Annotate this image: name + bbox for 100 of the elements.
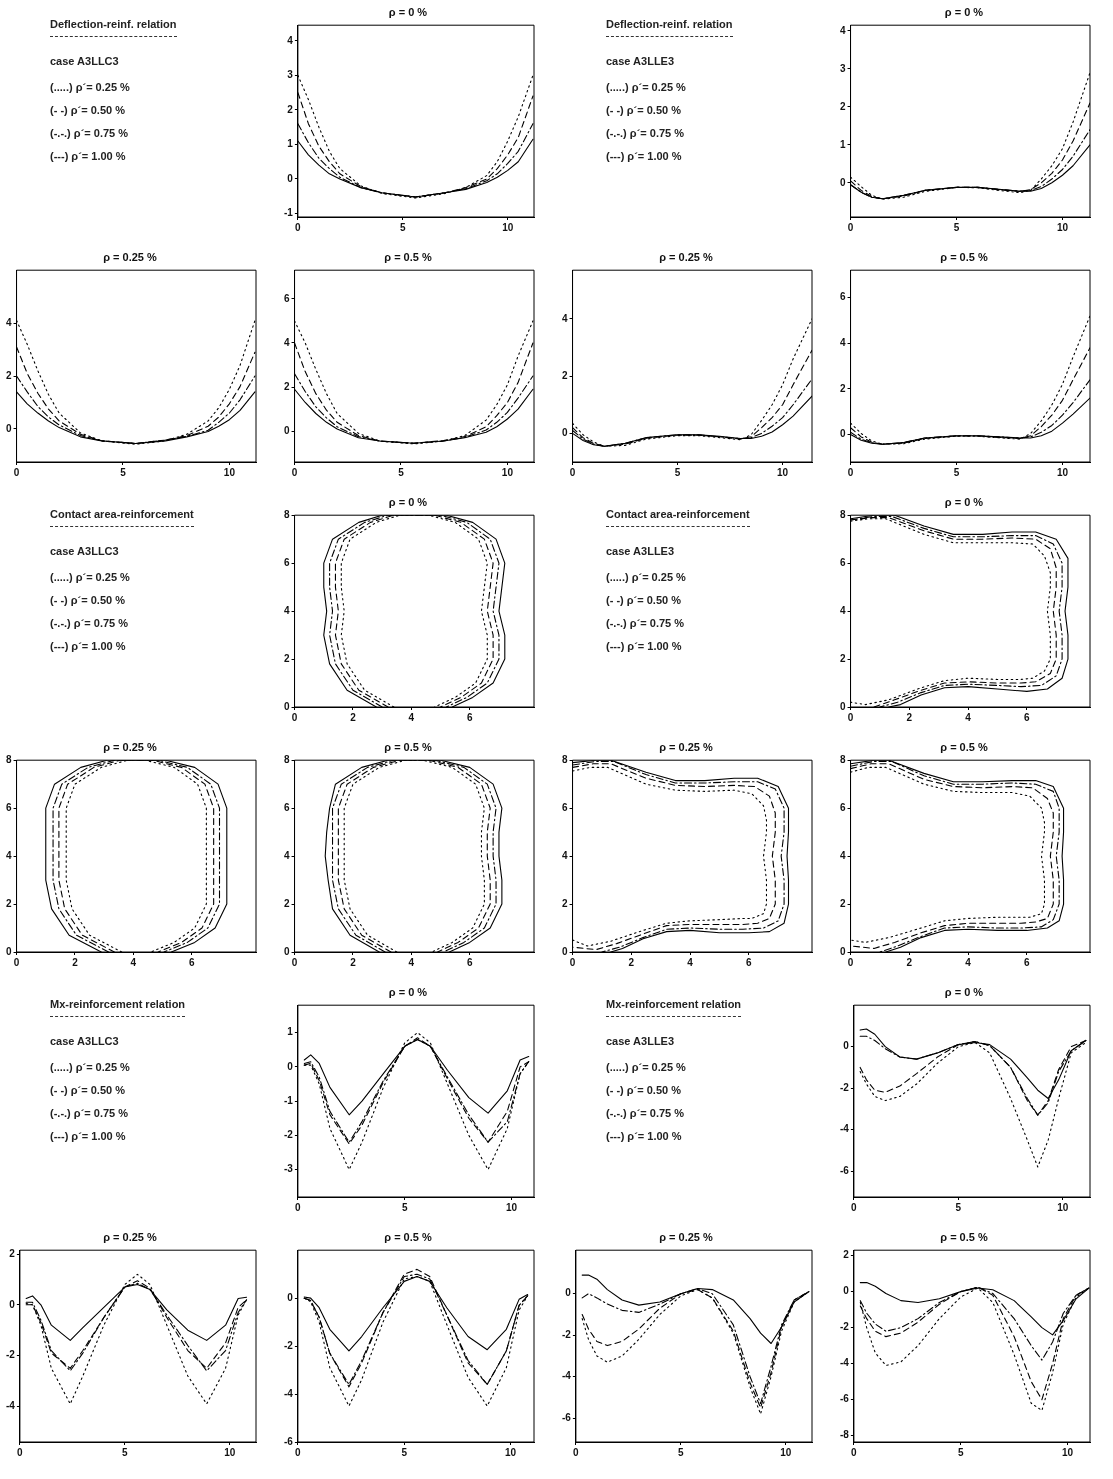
y-tick-label: 6 — [284, 292, 290, 304]
y-tick-label: 2 — [843, 1249, 850, 1261]
x-tick-label: 5 — [955, 1201, 962, 1213]
y-tick-label: 4 — [840, 604, 846, 616]
text: Contact area-reinforcement — [50, 508, 194, 527]
x-tick-label: 4 — [130, 956, 137, 968]
y-tick-label: 0 — [562, 427, 568, 439]
chart-title: ρ = 0.5 % — [384, 1230, 432, 1243]
x-tick-label: 4 — [687, 956, 694, 968]
x-tick-label: 5 — [674, 466, 681, 478]
text: (- -) ρ´= 0.50 % — [606, 104, 682, 116]
y-tick-label: 0 — [6, 422, 12, 434]
x-tick-label: 10 — [780, 1446, 792, 1458]
x-tick-label: 5 — [122, 1446, 129, 1458]
y-tick-label: 0 — [9, 1298, 16, 1310]
y-tick-label: 0 — [840, 945, 846, 957]
chart-title: ρ = 0.5 % — [940, 250, 988, 263]
x-tick-label: 10 — [1062, 1446, 1074, 1458]
text: case A3LLC3 — [50, 1035, 120, 1047]
y-tick-label: 0 — [562, 945, 568, 957]
x-tick-label: 0 — [851, 1201, 858, 1213]
y-tick-label: -2 — [5, 1349, 16, 1361]
text: Mx-reinforcement relation — [606, 998, 742, 1017]
chart-title: ρ = 0.25 % — [103, 250, 158, 263]
text: (- -) ρ´= 0.50 % — [50, 594, 126, 606]
y-tick-label: 2 — [284, 652, 290, 664]
x-tick-label: 10 — [505, 1446, 517, 1458]
x-tick-label: 0 — [851, 1446, 858, 1458]
text: (- -) ρ´= 0.50 % — [50, 104, 126, 116]
y-tick-label: 6 — [840, 556, 846, 568]
y-tick-label: 2 — [840, 652, 846, 664]
y-tick-label: 4 — [840, 337, 846, 349]
x-tick-label: 5 — [953, 221, 960, 233]
x-tick-label: 10 — [501, 466, 514, 478]
x-tick-label: 4 — [408, 711, 415, 723]
y-tick-label: 2 — [284, 380, 290, 392]
y-tick-label: 0 — [284, 424, 290, 436]
y-tick-label: 3 — [287, 69, 294, 81]
text: (.....) ρ´= 0.25 % — [606, 1061, 687, 1073]
x-tick-label: 2 — [72, 956, 79, 968]
y-tick-label: -4 — [839, 1123, 850, 1135]
y-tick-label: 2 — [287, 103, 294, 115]
y-tick-label: 8 — [284, 753, 290, 765]
y-tick-label: 1 — [840, 138, 846, 150]
y-tick-label: -3 — [283, 1163, 294, 1175]
x-tick-label: 10 — [1056, 466, 1069, 478]
text: (---) ρ´= 1.00 % — [50, 640, 127, 652]
text: Contact area-reinforcement — [606, 508, 750, 527]
y-tick-label: 6 — [6, 801, 12, 813]
x-tick-label: 10 — [502, 221, 514, 233]
y-tick-label: 8 — [562, 753, 568, 765]
y-tick-label: -4 — [561, 1370, 572, 1382]
text: case A3LLE3 — [606, 1035, 676, 1047]
x-tick-label: 5 — [957, 1446, 964, 1458]
y-tick-label: 0 — [565, 1287, 572, 1299]
y-tick-label: -6 — [561, 1411, 572, 1423]
y-tick-label: 1 — [287, 1026, 294, 1038]
y-tick-label: 6 — [284, 556, 290, 568]
text: case A3LLC3 — [50, 545, 120, 557]
x-tick-label: 10 — [1056, 221, 1069, 233]
y-tick-label: -2 — [283, 1339, 294, 1351]
y-tick-label: -6 — [283, 1435, 294, 1447]
y-tick-label: 1 — [287, 138, 294, 150]
y-tick-label: -4 — [5, 1400, 16, 1412]
x-tick-label: 10 — [224, 1446, 236, 1458]
text: (- -) ρ´= 0.50 % — [606, 594, 682, 606]
y-tick-label: -4 — [839, 1357, 850, 1369]
x-tick-label: 5 — [400, 221, 407, 233]
text: (-.-.) ρ´= 0.75 % — [50, 1107, 129, 1119]
x-tick-label: 4 — [965, 956, 972, 968]
y-tick-label: 0 — [284, 700, 290, 712]
text: (.....) ρ´= 0.25 % — [50, 571, 131, 583]
y-tick-label: -1 — [283, 1094, 294, 1106]
y-tick-label: 2 — [840, 897, 846, 909]
x-tick-label: 2 — [906, 956, 913, 968]
y-tick-label: 4 — [284, 336, 290, 348]
y-tick-label: -2 — [839, 1081, 850, 1093]
chart-title: ρ = 0.5 % — [384, 740, 432, 753]
y-tick-label: 2 — [9, 1247, 16, 1259]
y-tick-label: 0 — [840, 428, 846, 440]
y-tick-label: 6 — [840, 801, 846, 813]
chart-title: ρ = 0.25 % — [659, 740, 714, 753]
y-tick-label: -8 — [839, 1429, 850, 1441]
chart-title: ρ = 0 % — [388, 5, 428, 18]
y-tick-label: 3 — [840, 62, 846, 74]
y-tick-label: 2 — [6, 369, 12, 381]
chart-title: ρ = 0.25 % — [659, 1230, 714, 1243]
x-tick-label: 2 — [350, 956, 357, 968]
y-tick-label: 0 — [287, 1291, 294, 1303]
text: (-.-.) ρ´= 0.75 % — [50, 617, 129, 629]
chart-title: ρ = 0.25 % — [103, 1230, 158, 1243]
y-tick-label: 0 — [840, 700, 846, 712]
x-tick-label: 10 — [223, 466, 236, 478]
y-tick-label: -1 — [283, 207, 294, 219]
y-tick-label: 0 — [287, 1060, 294, 1072]
text: (.....) ρ´= 0.25 % — [606, 571, 687, 583]
chart-title: ρ = 0 % — [388, 495, 428, 508]
chart-title: ρ = 0 % — [944, 495, 984, 508]
y-tick-label: 8 — [840, 508, 846, 520]
text: (---) ρ´= 1.00 % — [606, 150, 683, 162]
